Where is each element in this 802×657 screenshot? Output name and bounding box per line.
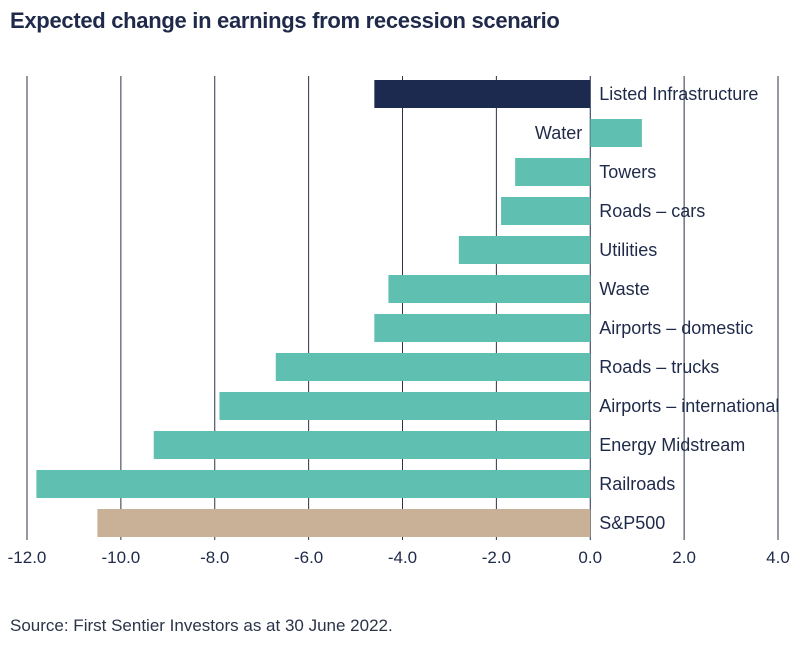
category-label: Water bbox=[535, 123, 582, 143]
bar bbox=[458, 236, 591, 264]
category-label: Railroads bbox=[599, 474, 675, 494]
x-tick-label: -4.0 bbox=[388, 548, 417, 567]
bar-chart: Listed Infrastructure Water Towers Roads – … bbox=[8, 76, 790, 567]
bar bbox=[97, 509, 591, 537]
bar bbox=[590, 119, 642, 147]
x-tick-label: -8.0 bbox=[200, 548, 229, 567]
bar bbox=[374, 80, 591, 108]
bar bbox=[153, 431, 591, 459]
category-label: S&P500 bbox=[599, 513, 665, 533]
source-note: Source: First Sentier Investors as at 30… bbox=[10, 616, 393, 635]
chart-title: Expected change in earnings from recessi… bbox=[10, 8, 560, 33]
category-label: Roads – cars bbox=[599, 201, 705, 221]
bar bbox=[219, 392, 591, 420]
category-label: Listed Infrastructure bbox=[599, 84, 758, 104]
bar bbox=[515, 158, 591, 186]
bar bbox=[36, 470, 591, 498]
category-label: Energy Midstream bbox=[599, 435, 745, 455]
category-label: Roads – trucks bbox=[599, 357, 719, 377]
category-label: Airports – domestic bbox=[599, 318, 753, 338]
category-label: Utilities bbox=[599, 240, 657, 260]
bar bbox=[501, 197, 591, 225]
x-tick-label: -10.0 bbox=[102, 548, 141, 567]
x-tick-label: 4.0 bbox=[766, 548, 790, 567]
x-tick-label: -12.0 bbox=[8, 548, 47, 567]
x-tick-label: -6.0 bbox=[294, 548, 323, 567]
category-label: Waste bbox=[599, 279, 649, 299]
grid-lines bbox=[26, 76, 779, 540]
category-label: Airports – international bbox=[599, 396, 779, 416]
x-tick-labels: -12.0 -10.0 -8.0 -6.0 -4.0 -2.0 0.0 2.0 4.0 bbox=[8, 548, 790, 567]
x-tick-label: 2.0 bbox=[672, 548, 696, 567]
bars bbox=[36, 80, 642, 537]
category-labels: Listed Infrastructure Water Towers Roads – … bbox=[535, 84, 779, 533]
x-tick-label: -2.0 bbox=[482, 548, 511, 567]
bar bbox=[388, 275, 591, 303]
x-tick-label: 0.0 bbox=[578, 548, 602, 567]
bar bbox=[275, 353, 591, 381]
bar bbox=[374, 314, 591, 342]
category-label: Towers bbox=[599, 162, 656, 182]
